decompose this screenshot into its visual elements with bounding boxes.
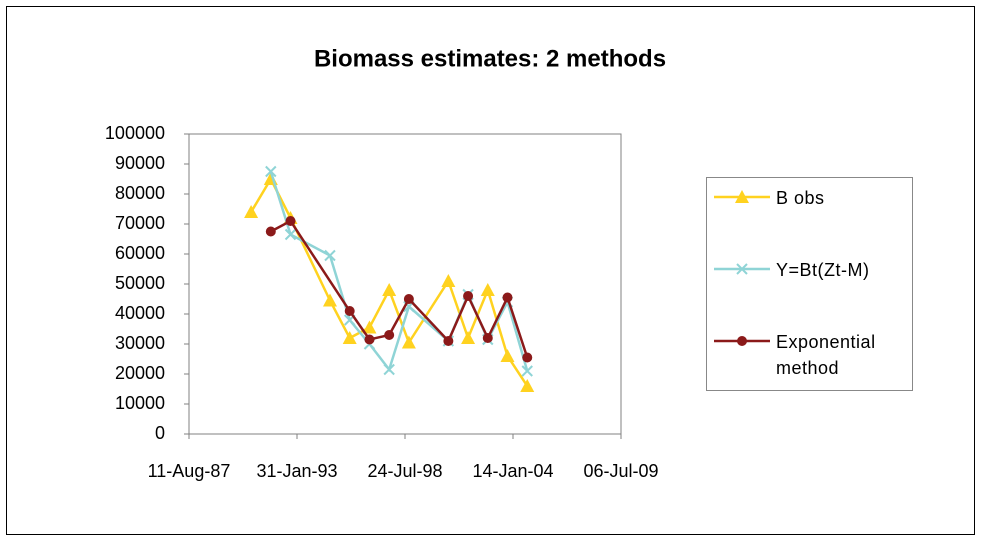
legend-label-box: Y=Bt(Zt-M) [776, 260, 870, 280]
marker [284, 228, 297, 241]
marker [443, 336, 454, 346]
marker [362, 320, 377, 334]
marker [461, 331, 476, 344]
legend-label-box: B obs [776, 188, 825, 208]
x-tick-label: 31-Jan-93 [256, 461, 337, 481]
legend-label: Y=Bt(Zt-M) [776, 260, 870, 280]
marker [463, 291, 474, 301]
y-tick-label: 20000 [115, 363, 165, 383]
marker [480, 283, 495, 296]
x-tick-label: 11-Aug-87 [148, 461, 231, 481]
marker [322, 293, 337, 307]
marker [520, 379, 535, 392]
y-tick-label: 50000 [115, 273, 165, 293]
legend-label: B obs [776, 188, 825, 208]
marker [522, 352, 533, 363]
marker [482, 333, 493, 343]
marker [364, 334, 375, 345]
y-tick-label: 80000 [115, 183, 165, 203]
y-tick-label: 70000 [115, 213, 165, 233]
marker [403, 294, 414, 304]
marker [384, 330, 395, 340]
y-tick-label: 40000 [115, 303, 165, 323]
y-tick-label: 30000 [115, 333, 165, 353]
marker [342, 331, 357, 344]
marker [344, 306, 355, 316]
y-tick-label: 10000 [115, 393, 165, 413]
marker [401, 335, 416, 349]
legend-box [706, 177, 913, 391]
marker [441, 274, 456, 287]
marker [324, 249, 336, 262]
marker [382, 283, 397, 296]
x-tick-label: 14-Jan-04 [472, 461, 553, 481]
marker [737, 336, 747, 346]
marker [265, 226, 276, 237]
marker [244, 205, 259, 218]
x-tick-label: 06-Jul-09 [583, 461, 658, 481]
marker [735, 190, 749, 203]
marker [736, 263, 748, 275]
legend-label-box: Exponential method [776, 332, 876, 378]
y-tick-label: 60000 [115, 243, 165, 263]
marker [502, 292, 513, 303]
chart-title: Biomass estimates: 2 methods [314, 45, 666, 72]
y-tick-label: 90000 [115, 153, 165, 173]
marker [265, 165, 277, 178]
marker [285, 216, 296, 226]
legend-label: Exponential method [776, 332, 876, 378]
marker [500, 349, 515, 362]
x-tick-label: 24-Jul-98 [367, 461, 442, 481]
y-tick-label: 0 [155, 423, 165, 443]
marker [521, 365, 533, 377]
marker [383, 363, 395, 376]
y-tick-label: 100000 [105, 123, 165, 143]
